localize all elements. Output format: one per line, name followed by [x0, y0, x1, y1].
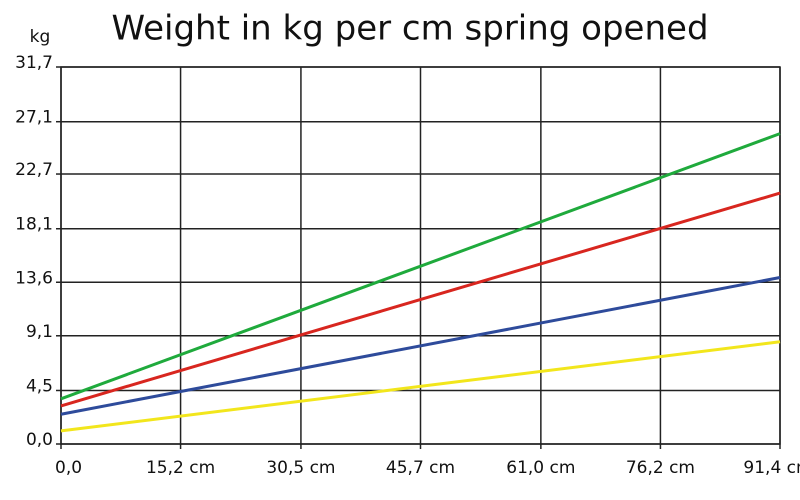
x-tick-label: 30,5 cm	[266, 458, 335, 478]
y-tick-label: 27,1	[15, 108, 53, 128]
y-tick-label: 13,6	[15, 268, 53, 288]
x-tick-label: 0,0	[55, 458, 82, 478]
y-axis-label: kg	[30, 27, 51, 47]
data-line	[60, 191, 781, 408]
y-tick-label: 4,5	[26, 376, 53, 396]
y-tick-label: 22,7	[15, 160, 53, 180]
x-tick-label: 91,4 cm	[743, 458, 800, 478]
chart-title: Weight in kg per cm spring opened	[111, 9, 708, 49]
plot-frame	[60, 66, 781, 445]
data-line	[60, 340, 781, 433]
y-tick-label: 0,0	[26, 430, 53, 450]
x-tick-label: 61,0 cm	[506, 458, 575, 478]
y-tick-label: 31,7	[15, 53, 53, 73]
data-line	[60, 132, 781, 401]
x-tick-label: 45,7 cm	[386, 458, 455, 478]
x-tick-label: 15,2 cm	[146, 458, 215, 478]
data-line	[60, 276, 781, 416]
y-tick-label: 18,1	[15, 215, 53, 235]
x-tick-label: 76,2 cm	[626, 458, 695, 478]
y-tick-label: 9,1	[26, 322, 53, 342]
